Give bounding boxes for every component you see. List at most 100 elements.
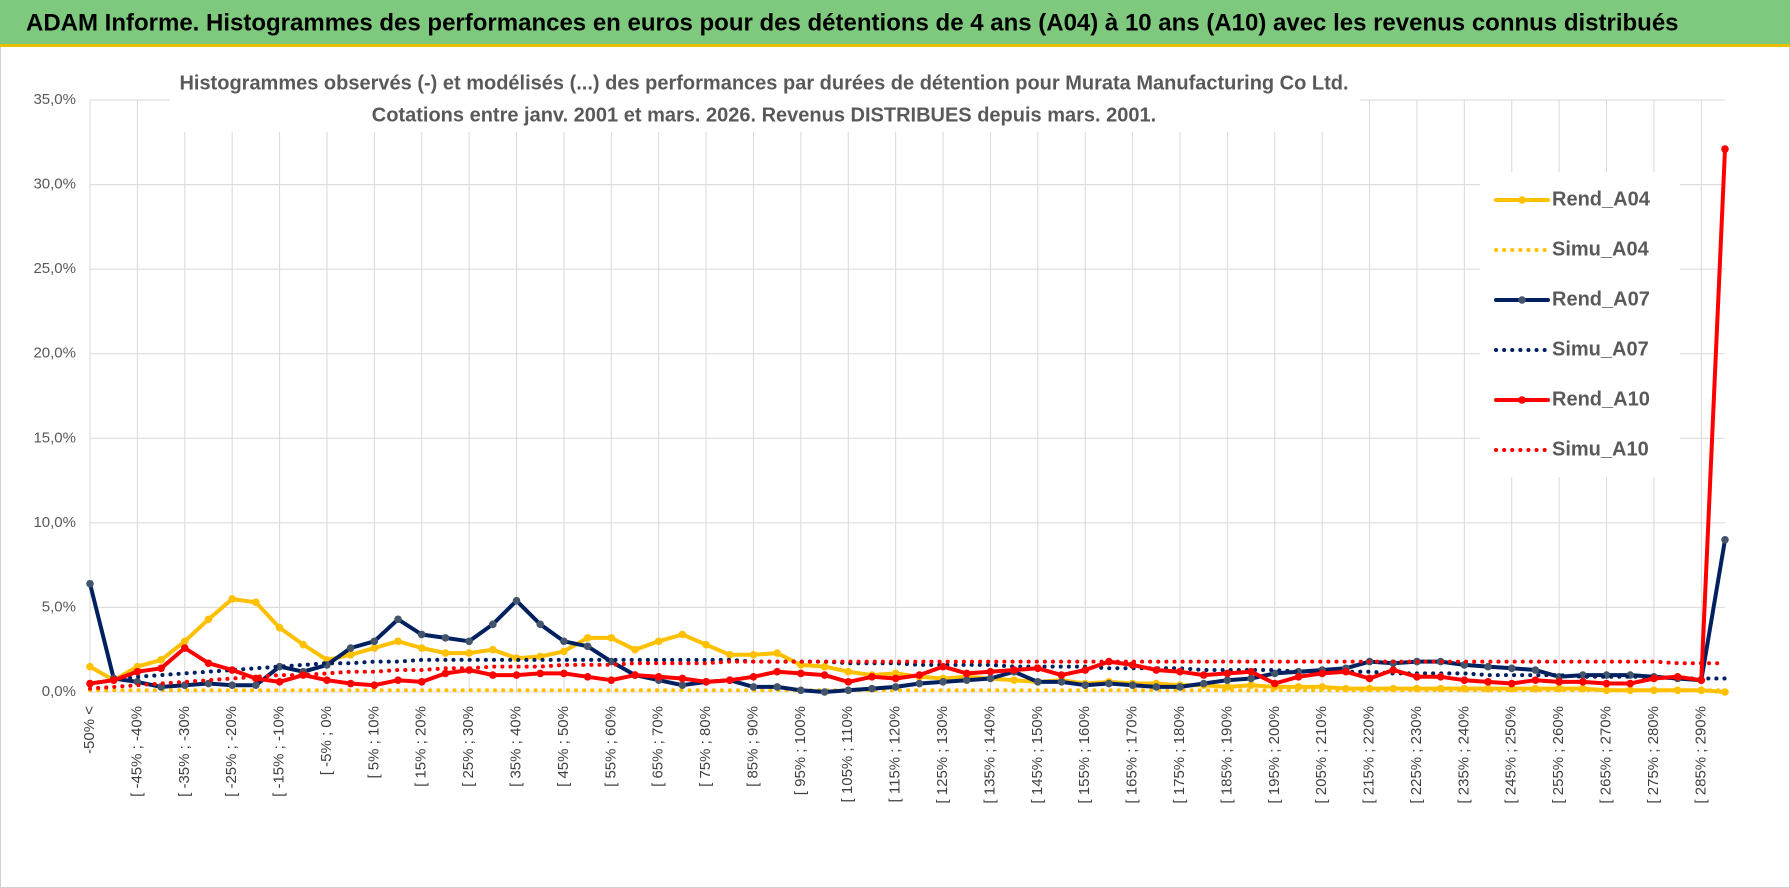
point (844, 678, 853, 686)
point (1176, 667, 1184, 676)
point (1128, 681, 1137, 690)
point (536, 669, 545, 678)
point (868, 684, 876, 693)
point (560, 647, 568, 656)
chart-subtitle: Cotations entre janv. 2001 et mars. 2026… (372, 104, 1156, 126)
point (773, 667, 781, 676)
point (915, 679, 924, 688)
legend-label: Simu_A10 (1552, 438, 1649, 460)
point (1318, 669, 1326, 678)
point (1342, 667, 1350, 676)
point (252, 598, 260, 607)
point (417, 630, 426, 639)
point (346, 679, 355, 688)
x-tick-label: [ 245% ; 250% (1503, 706, 1520, 804)
point (986, 674, 995, 683)
point (109, 676, 118, 684)
legend-label: Rend_A10 (1552, 388, 1650, 410)
x-tick-label: -50% < (81, 706, 98, 754)
point (560, 637, 568, 646)
x-tick-label: [ 45% ; 50% (555, 706, 572, 787)
point (299, 671, 308, 679)
point (441, 649, 450, 657)
point (394, 615, 402, 624)
point (1247, 667, 1255, 676)
point (180, 637, 189, 646)
point (1484, 662, 1492, 671)
point (1010, 666, 1018, 674)
point (820, 662, 829, 671)
point (583, 634, 592, 642)
x-tick-label: [ -45% ; -40% (128, 706, 145, 797)
point (489, 671, 497, 679)
point (275, 623, 284, 632)
point (1579, 678, 1587, 686)
y-tick-label: 15,0% (33, 429, 76, 446)
point (157, 664, 165, 673)
point (1365, 674, 1374, 683)
x-tick-label: [ 225% ; 230% (1408, 706, 1425, 804)
point (1270, 669, 1279, 678)
point (346, 650, 355, 659)
legend-label: Rend_A04 (1552, 188, 1651, 210)
point (1460, 676, 1469, 684)
x-tick-label: [ 175% ; 180% (1171, 706, 1188, 804)
point (465, 649, 473, 657)
point (915, 671, 924, 679)
point (512, 671, 521, 679)
point (749, 672, 758, 681)
observed-line (88, 537, 1727, 694)
observed-line (88, 147, 1727, 688)
point (607, 676, 616, 684)
point (654, 637, 663, 646)
point (1034, 664, 1042, 673)
point (1507, 664, 1516, 673)
point (86, 679, 94, 688)
point (299, 640, 308, 649)
point (725, 676, 734, 684)
point (1270, 679, 1279, 688)
y-tick-label: 0,0% (42, 683, 76, 700)
point (939, 662, 947, 671)
point (370, 637, 379, 646)
point (844, 686, 853, 695)
x-tick-label: [ 35% ; 40% (507, 706, 524, 787)
y-tick-label: 10,0% (33, 514, 76, 531)
x-tick-label: [ 185% ; 190% (1218, 706, 1235, 804)
point (512, 596, 521, 605)
point (1721, 145, 1729, 153)
point (370, 681, 379, 690)
x-tick-label: [ 25% ; 30% (460, 706, 477, 787)
point (204, 615, 213, 624)
legend-label: Rend_A07 (1552, 288, 1650, 310)
x-tick-label: [ 215% ; 220% (1361, 706, 1378, 804)
x-tick-label: [ 205% ; 210% (1313, 706, 1330, 804)
point (228, 666, 236, 674)
x-tick-label: [ -35% ; -30% (176, 706, 193, 797)
point (1081, 666, 1090, 674)
x-tick-label: [ 115% ; 120% (887, 706, 904, 802)
legend-marker (1518, 196, 1526, 204)
point (820, 671, 829, 679)
point (417, 644, 426, 652)
point (1721, 688, 1729, 696)
point (1436, 672, 1445, 681)
point (1223, 669, 1232, 678)
point (678, 674, 687, 683)
point (1484, 678, 1492, 686)
point (1176, 683, 1184, 691)
chart-title: Histogrammes observés (-) et modélisés (… (179, 72, 1348, 94)
x-tick-label: [ 285% ; 290% (1692, 706, 1709, 804)
x-tick-label: [ 125% ; 130% (934, 706, 951, 804)
point (631, 645, 639, 654)
x-tick-label: [ -15% ; -10% (271, 706, 288, 797)
point (1010, 676, 1018, 684)
legend-marker (1518, 296, 1526, 304)
point (773, 683, 781, 691)
point (228, 595, 236, 603)
point (323, 676, 331, 684)
point (1223, 676, 1232, 684)
point (417, 678, 426, 686)
x-tick-label: [ 235% ; 240% (1455, 706, 1472, 804)
